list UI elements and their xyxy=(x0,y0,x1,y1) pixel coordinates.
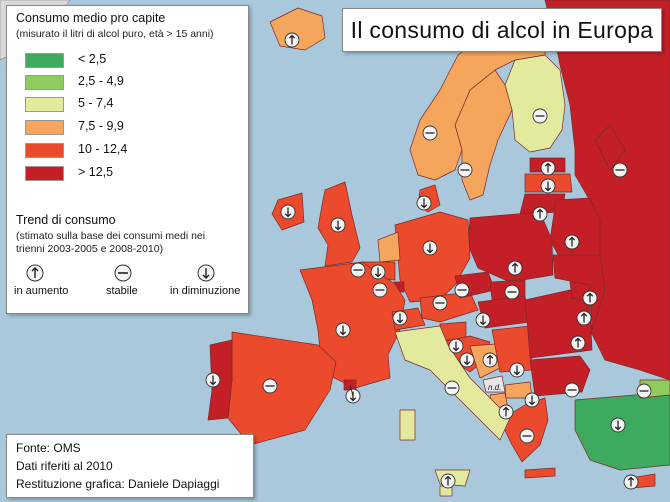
trend-marker-down xyxy=(205,372,221,388)
credits-panel: Fonte: OMS Dati riferiti al 2010 Restitu… xyxy=(6,434,254,498)
trend-marker-down xyxy=(524,392,540,408)
trend-subheading-2: trienni 2003-2005 e 2008-2010) xyxy=(16,243,164,255)
trend-marker-stable xyxy=(636,383,652,399)
legend-swatch-2 xyxy=(25,75,64,90)
trend-marker-up xyxy=(623,474,639,490)
trend-marker-down xyxy=(540,178,556,194)
trend-marker-up xyxy=(498,404,514,420)
legend-swatch-3 xyxy=(25,97,64,112)
trend-marker-down xyxy=(370,264,386,280)
trend-marker-stable xyxy=(422,125,438,141)
country-finland xyxy=(504,54,566,153)
country-iceland xyxy=(269,7,326,51)
no-data-label: n.d. xyxy=(488,383,501,392)
legend-swatch-4 xyxy=(25,120,64,135)
legend-swatch-6 xyxy=(25,166,64,181)
country-bulgaria xyxy=(529,355,591,397)
country-turkey xyxy=(574,391,670,471)
legend-subheading: (misurato il litri di alcol puro, età > … xyxy=(16,28,214,40)
map-title: Il consumo di alcol in Europa xyxy=(350,17,654,43)
legend-panel: Consumo medio pro capite (misurato il li… xyxy=(6,5,249,314)
trend-marker-down xyxy=(422,240,438,256)
trend-marker-up xyxy=(582,290,598,306)
legend-class-label: 7,5 - 9,9 xyxy=(78,119,124,133)
arrow-down-icon xyxy=(197,264,215,282)
legend-heading: Consumo medio pro capite xyxy=(16,11,166,25)
trend-marker-stable xyxy=(432,295,448,311)
leader-line xyxy=(349,384,354,397)
country-italy xyxy=(394,325,511,487)
trend-marker-down xyxy=(392,310,408,326)
trend-label-stable: stabile xyxy=(106,285,138,297)
author-line: Restituzione grafica: Daniele Dapiaggi xyxy=(16,477,220,491)
trend-label-down: in diminuzione xyxy=(170,285,241,297)
legend-class-label: 10 - 12,4 xyxy=(78,142,128,156)
trend-marker-up xyxy=(540,160,556,176)
trend-marker-up xyxy=(284,32,300,48)
trend-marker-down xyxy=(335,322,351,338)
legend-class-label: > 12,5 xyxy=(78,165,114,179)
country-belarus xyxy=(549,197,601,259)
legend-class-label: < 2,5 xyxy=(78,52,107,66)
trend-marker-stable xyxy=(457,162,473,178)
trend-marker-stable xyxy=(350,262,366,278)
trend-marker-down xyxy=(330,217,346,233)
legend-swatch-5 xyxy=(25,143,64,158)
trend-marker-up xyxy=(482,352,498,368)
trend-marker-up xyxy=(507,260,523,276)
trend-marker-down xyxy=(416,195,432,211)
trend-marker-up xyxy=(564,234,580,250)
arrow-up-icon xyxy=(26,264,44,282)
country-netherlands xyxy=(377,231,401,263)
trend-marker-stable xyxy=(564,382,580,398)
legend-class-label: 2,5 - 4,9 xyxy=(78,74,124,88)
minus-icon xyxy=(114,264,132,282)
trend-marker-down xyxy=(280,204,296,220)
trend-marker-down xyxy=(509,362,525,378)
trend-marker-up xyxy=(576,310,592,326)
trend-marker-up xyxy=(532,206,548,222)
legend-class-label: 5 - 7,4 xyxy=(78,96,114,110)
legend-swatch-1 xyxy=(25,53,64,68)
trend-marker-stable xyxy=(612,162,628,178)
trend-marker-stable xyxy=(454,282,470,298)
trend-marker-stable xyxy=(532,108,548,124)
trend-marker-up xyxy=(570,335,586,351)
trend-marker-stable xyxy=(262,378,278,394)
country-spain xyxy=(227,331,337,446)
country-montenegro xyxy=(482,375,506,393)
title-box: Il consumo di alcol in Europa xyxy=(342,8,662,52)
country-ukraine xyxy=(552,254,606,331)
trend-label-up: in aumento xyxy=(14,285,69,297)
trend-marker-down xyxy=(448,338,464,354)
trend-marker-stable xyxy=(504,284,520,300)
source-line: Fonte: OMS xyxy=(16,441,81,455)
trend-heading: Trend di consumo xyxy=(16,213,116,227)
trend-marker-stable xyxy=(444,380,460,396)
trend-marker-down xyxy=(459,352,475,368)
trend-marker-up xyxy=(440,473,456,489)
data-year-line: Dati riferiti al 2010 xyxy=(16,459,113,473)
trend-marker-down xyxy=(610,417,626,433)
trend-marker-stable xyxy=(372,282,388,298)
trend-marker-stable xyxy=(519,428,535,444)
trend-subheading-1: (stimato sulla base dei consumi medi nei xyxy=(16,230,206,242)
trend-marker-down xyxy=(475,312,491,328)
